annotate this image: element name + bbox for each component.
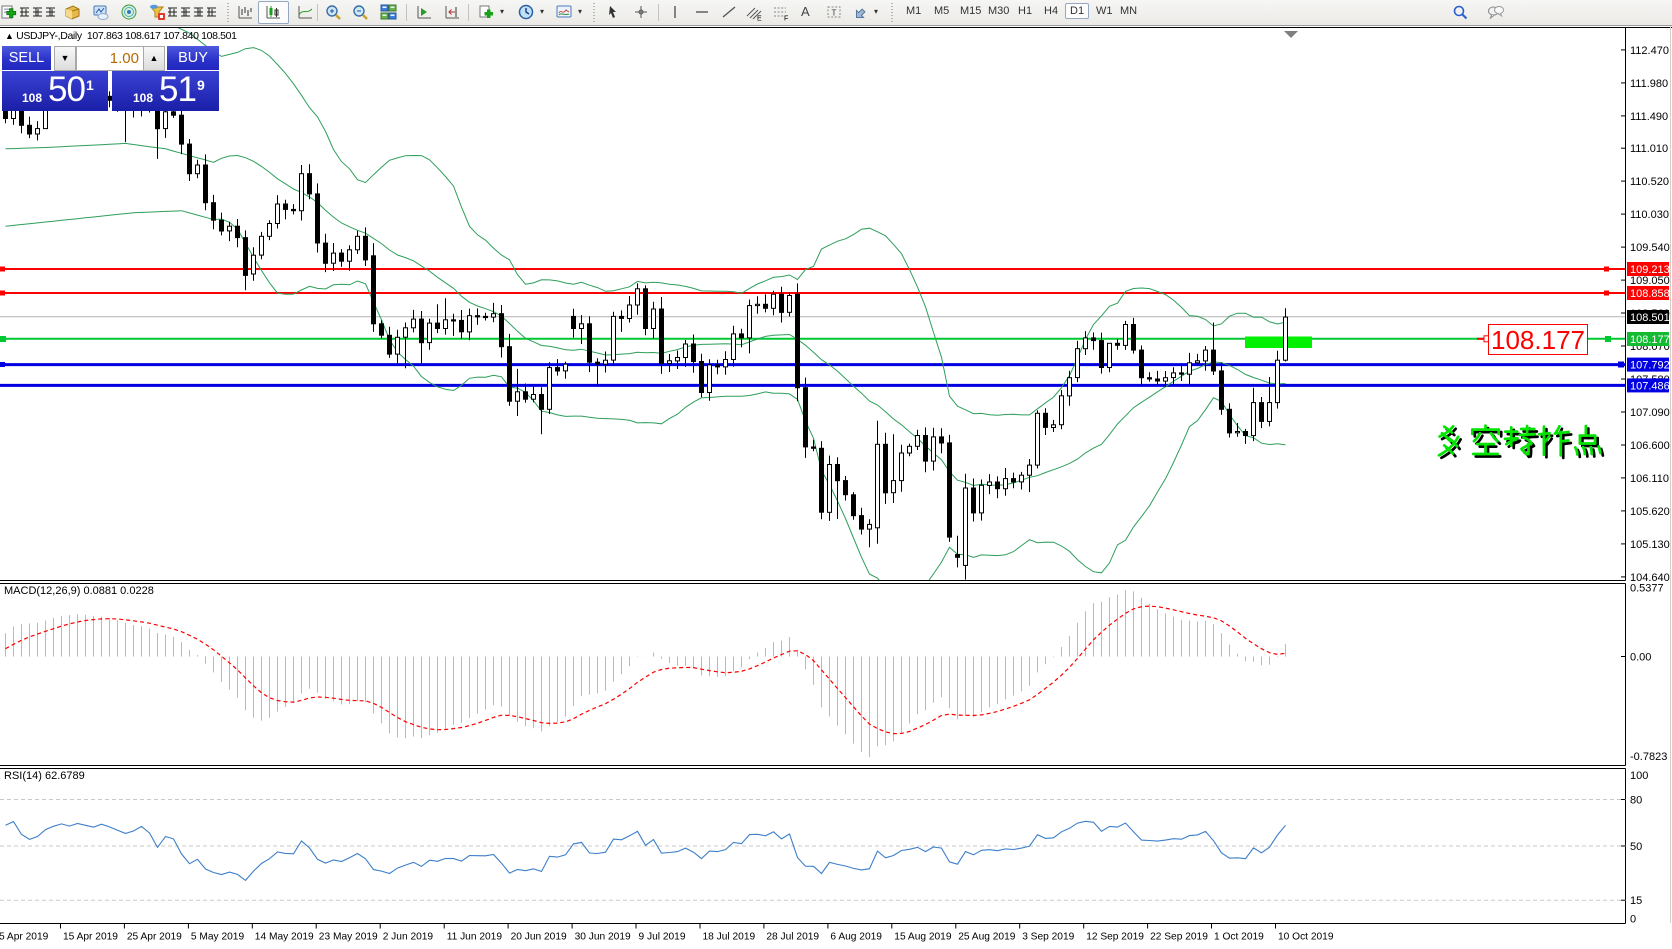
- svg-text:15 Apr 2019: 15 Apr 2019: [63, 932, 118, 943]
- svg-text:108.858: 108.858: [1630, 288, 1670, 300]
- svg-text:1 Oct 2019: 1 Oct 2019: [1214, 932, 1264, 943]
- svg-text:112.470: 112.470: [1630, 45, 1669, 57]
- svg-text:F: F: [784, 16, 788, 22]
- svg-text:109.213: 109.213: [1630, 264, 1670, 276]
- svg-text:109.540: 109.540: [1630, 242, 1670, 254]
- svg-text:MACD(12,26,9) 0.0881 0.0228: MACD(12,26,9) 0.0881 0.0228: [4, 585, 154, 597]
- svg-text:110.030: 110.030: [1630, 209, 1669, 221]
- svg-text:T: T: [832, 9, 837, 18]
- svg-text:6 Aug 2019: 6 Aug 2019: [830, 932, 882, 943]
- svg-text:0.00: 0.00: [1630, 652, 1651, 664]
- svg-text:20 Jun 2019: 20 Jun 2019: [511, 932, 567, 943]
- svg-text:107.486: 107.486: [1630, 380, 1670, 392]
- svg-text:104.640: 104.640: [1630, 572, 1670, 584]
- svg-text:23 May 2019: 23 May 2019: [319, 932, 378, 943]
- svg-text:100: 100: [1630, 770, 1648, 782]
- svg-text:50: 50: [1630, 841, 1642, 853]
- svg-text:106.110: 106.110: [1630, 473, 1669, 485]
- svg-text:15: 15: [1630, 895, 1642, 907]
- svg-text:108.177: 108.177: [1630, 334, 1670, 346]
- svg-text:80: 80: [1630, 795, 1642, 807]
- svg-text:11 Jun 2019: 11 Jun 2019: [447, 932, 503, 943]
- svg-text:18 Jul 2019: 18 Jul 2019: [703, 932, 756, 943]
- svg-text:25 Apr 2019: 25 Apr 2019: [127, 932, 182, 943]
- svg-text:12 Sep 2019: 12 Sep 2019: [1086, 932, 1144, 943]
- svg-text:2 Jun 2019: 2 Jun 2019: [383, 932, 434, 943]
- svg-text:RSI(14) 62.6789: RSI(14) 62.6789: [4, 770, 85, 782]
- svg-text:105.620: 105.620: [1630, 506, 1670, 518]
- svg-text:15 Aug 2019: 15 Aug 2019: [894, 932, 952, 943]
- svg-text:14 May 2019: 14 May 2019: [255, 932, 314, 943]
- svg-text:111.980: 111.980: [1630, 78, 1668, 90]
- svg-text:110.520: 110.520: [1630, 176, 1669, 188]
- svg-text:28 Jul 2019: 28 Jul 2019: [766, 932, 819, 943]
- svg-text:10 Oct 2019: 10 Oct 2019: [1278, 932, 1334, 943]
- svg-text:-0.7823: -0.7823: [1630, 751, 1667, 763]
- svg-text:5 May 2019: 5 May 2019: [191, 932, 245, 943]
- svg-text:106.600: 106.600: [1630, 440, 1670, 452]
- svg-text:0: 0: [1630, 914, 1636, 926]
- svg-text:0.5377: 0.5377: [1630, 583, 1664, 595]
- svg-text:109.050: 109.050: [1630, 275, 1670, 287]
- svg-text:108.501: 108.501: [1630, 312, 1670, 324]
- svg-text:5 Apr 2019: 5 Apr 2019: [0, 932, 49, 943]
- svg-text:9 Jul 2019: 9 Jul 2019: [639, 932, 686, 943]
- svg-text:25 Aug 2019: 25 Aug 2019: [958, 932, 1016, 943]
- svg-text:111.490: 111.490: [1630, 111, 1668, 123]
- svg-text:30 Jun 2019: 30 Jun 2019: [575, 932, 631, 943]
- svg-text:105.130: 105.130: [1630, 539, 1670, 551]
- svg-text:3 Sep 2019: 3 Sep 2019: [1022, 932, 1074, 943]
- svg-text:E: E: [757, 16, 762, 22]
- svg-text:107.090: 107.090: [1630, 407, 1670, 419]
- svg-text:111.010: 111.010: [1630, 143, 1668, 155]
- svg-text:107.792: 107.792: [1630, 360, 1670, 372]
- svg-text:22 Sep 2019: 22 Sep 2019: [1150, 932, 1208, 943]
